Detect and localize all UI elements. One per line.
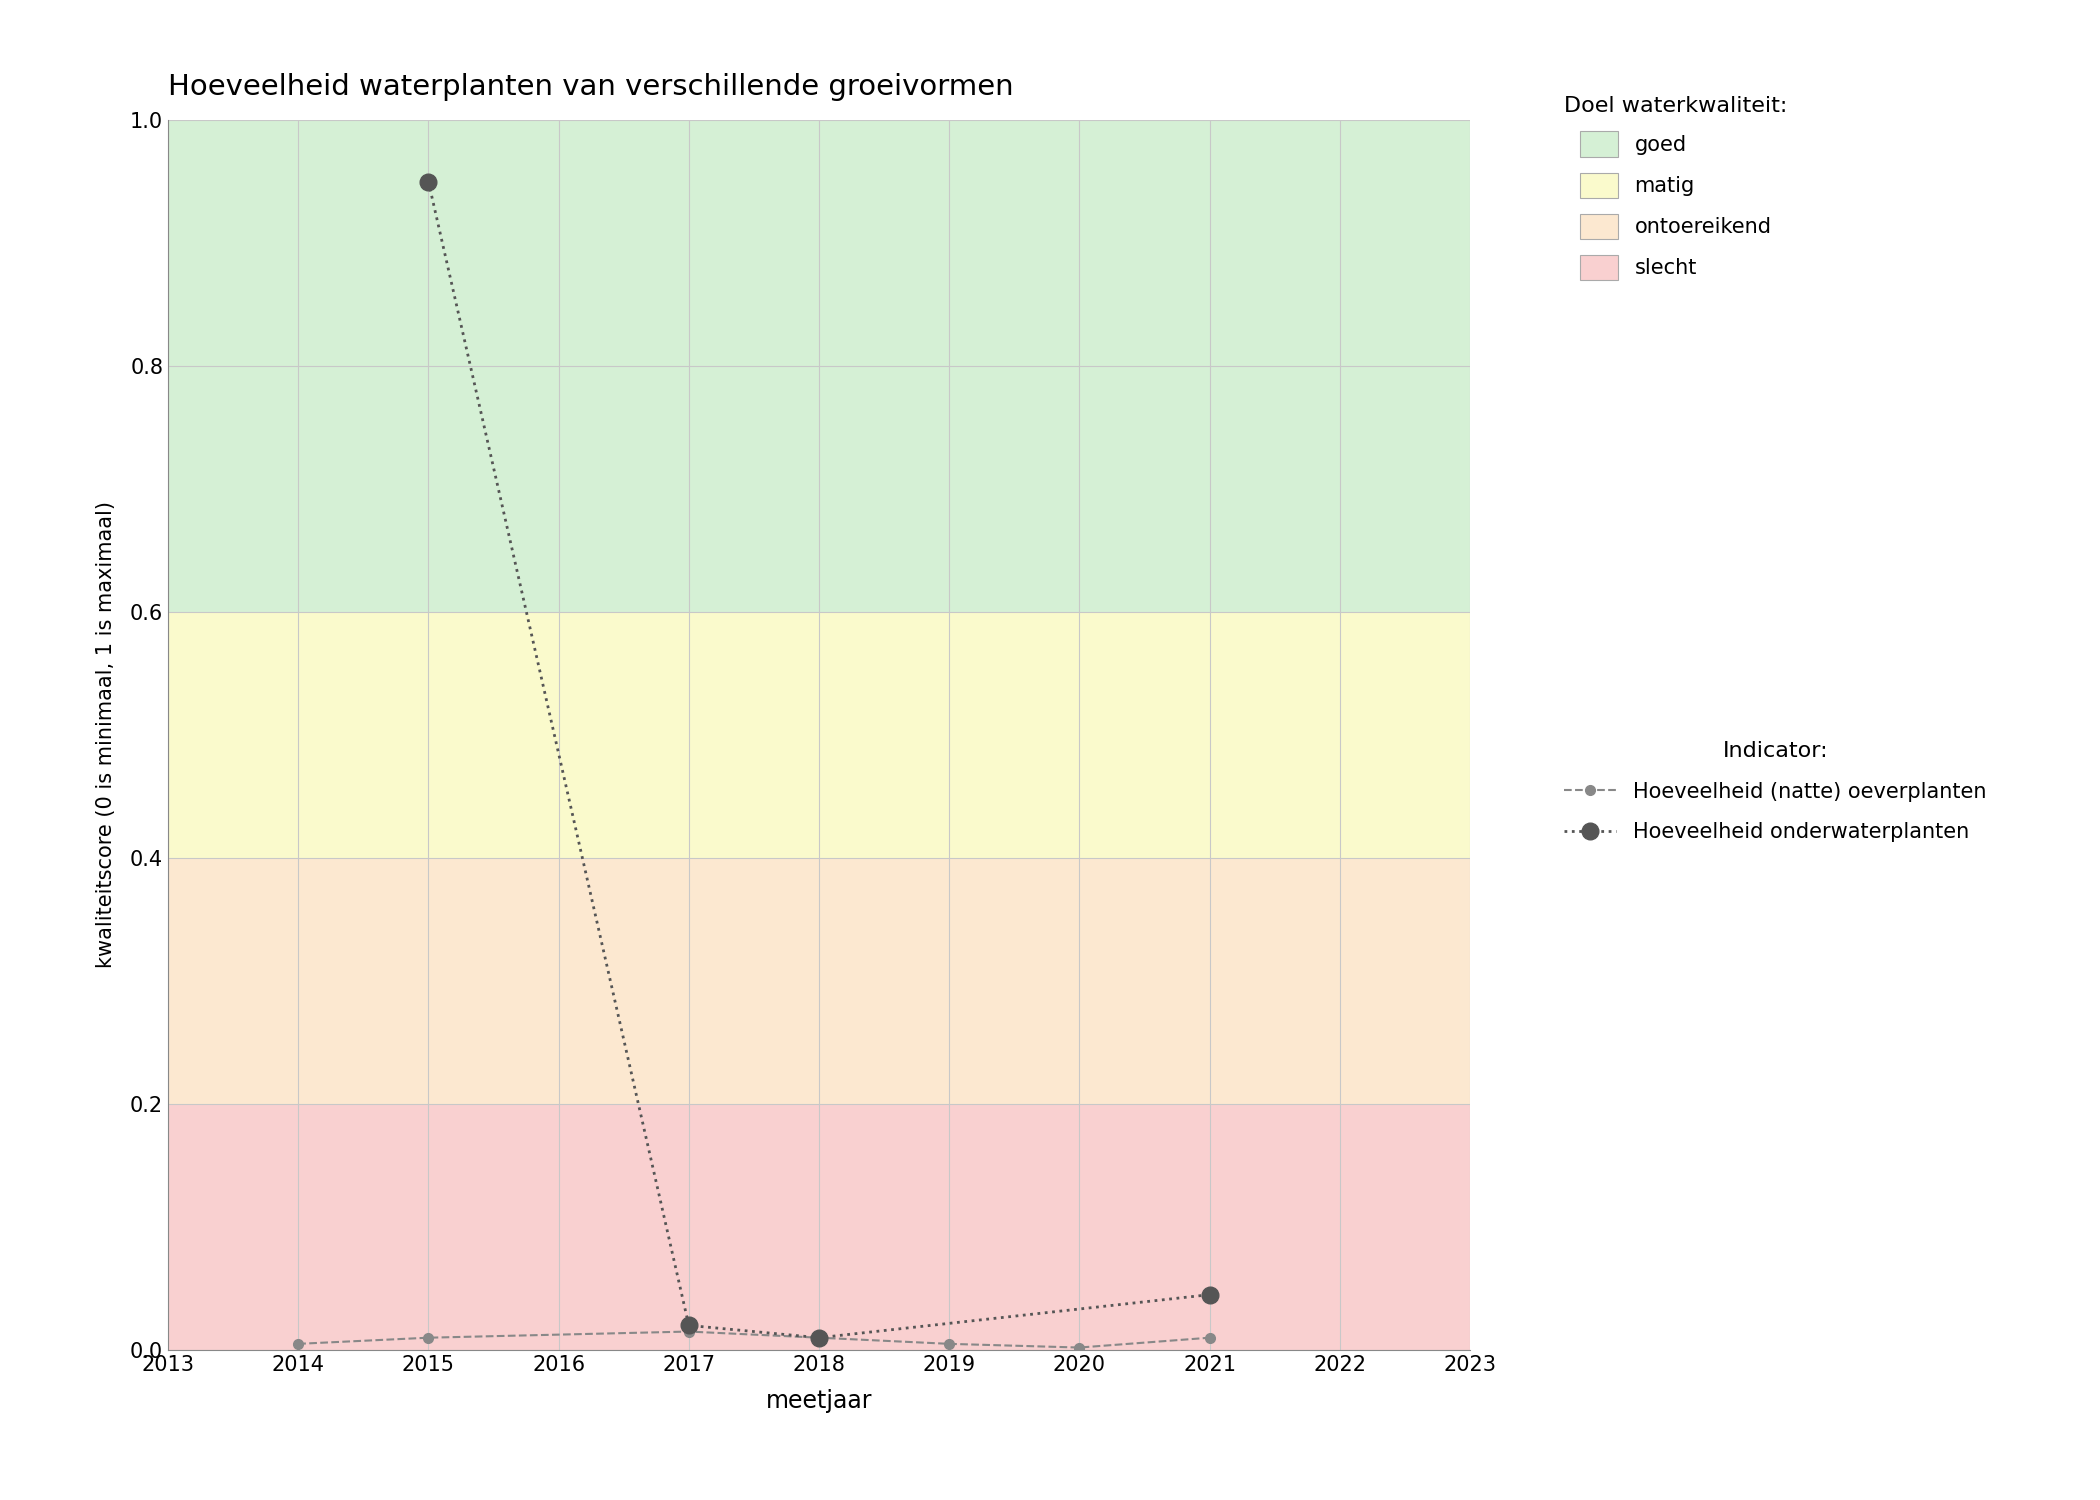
Bar bbox=[168, 858, 1470, 1104]
X-axis label: meetjaar: meetjaar bbox=[766, 1389, 872, 1413]
Y-axis label: kwaliteitscore (0 is minimaal, 1 is maximaal): kwaliteitscore (0 is minimaal, 1 is maxi… bbox=[97, 501, 116, 969]
Text: Hoeveelheid waterplanten van verschillende groeivormen: Hoeveelheid waterplanten van verschillen… bbox=[168, 74, 1014, 100]
Legend: goed, matig, ontoereikend, slecht: goed, matig, ontoereikend, slecht bbox=[1554, 86, 1798, 291]
Legend: Hoeveelheid (natte) oeverplanten, Hoeveelheid onderwaterplanten: Hoeveelheid (natte) oeverplanten, Hoevee… bbox=[1554, 730, 1997, 854]
Bar bbox=[168, 120, 1470, 612]
Bar bbox=[168, 1104, 1470, 1350]
Bar bbox=[168, 612, 1470, 858]
